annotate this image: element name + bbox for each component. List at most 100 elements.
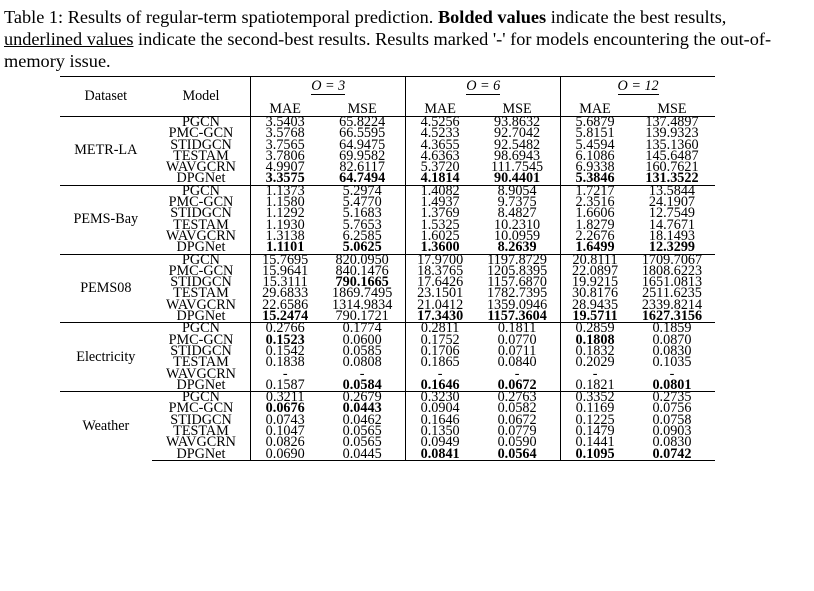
metric-value: 0.0742 [652, 445, 692, 462]
model-name: PGCN [151, 321, 251, 335]
metric-value: 65.8224 [339, 114, 386, 130]
model-name: WAVGCRN [166, 365, 236, 382]
model-name: TESTAM [173, 285, 229, 302]
metric-value: 4.5233 [420, 125, 460, 142]
metric-value: 6.9338 [575, 159, 615, 176]
model-name: PGCN [151, 184, 251, 198]
table-row: WAVGCRN 22.6586 1314.9834 21.0412 1359.0946 2… [60, 296, 715, 313]
metric-value: 14.7671 [648, 216, 696, 233]
metric-value: 4.6363 [420, 147, 460, 164]
metric-value: 1205.8395 [486, 262, 548, 279]
model-name: DPGNet [176, 239, 226, 256]
metric-value: 0.1646 [420, 376, 460, 393]
metric-value: 15.3111 [262, 274, 308, 291]
metric-value: 0.0904 [420, 400, 460, 417]
table-row: Electricity PGCN 0.2766 0.1774 0.2811 0.1811 0… [60, 320, 715, 392]
model-name: STIDGCN [170, 274, 232, 291]
metric-value: 18.1493 [648, 227, 696, 244]
metric-value: 0.0743 [265, 411, 305, 428]
metric-value: 19.9215 [572, 274, 619, 291]
header-group-o6: O = 6 [466, 78, 501, 96]
metric-value: 1197.8729 [487, 251, 547, 268]
metric-value: 15.2474 [262, 308, 309, 325]
metric-value: - [437, 365, 443, 382]
metric-value: 1709.7067 [641, 251, 703, 268]
metric-value: 0.1752 [420, 331, 460, 348]
model-name: DPGNet [176, 170, 226, 187]
metric-value: 0.0711 [497, 342, 537, 359]
metric-value: 29.6833 [262, 285, 309, 302]
metric-value: 24.1907 [648, 194, 696, 211]
metric-value: 6.1086 [575, 147, 615, 164]
metric-value: 0.0676 [265, 400, 305, 417]
metric-value: 0.3211 [265, 389, 305, 406]
dataset-name: PEMS-Bay [60, 184, 152, 255]
table-row: DPGNet 1.1101 5.0625 1.3600 8.2639 1.6499 12.3… [60, 239, 715, 256]
model-name: PMC-GCN [168, 125, 234, 142]
metric-value: 111.7545 [491, 159, 544, 176]
header-metric: MAE [250, 97, 320, 117]
metric-value: 2.2676 [575, 227, 615, 244]
model-name: WAVGCRN [166, 227, 236, 244]
metric-value: 1651.0813 [641, 274, 703, 291]
table-row: WAVGCRN 4.9907 82.6117 5.3720 111.7545 6.9338… [60, 159, 715, 176]
metric-value: 820.0950 [335, 251, 389, 268]
metric-value: 0.1587 [265, 376, 305, 393]
metric-value: 0.0584 [342, 376, 382, 393]
metric-value: 5.7653 [342, 216, 382, 233]
metric-value: 135.1360 [645, 136, 699, 153]
caption-bold: Bolded values [437, 7, 547, 27]
metric-value: 0.0826 [265, 434, 305, 451]
metric-value: 13.5844 [648, 182, 696, 199]
metric-value: 0.1035 [652, 354, 692, 371]
metric-value: 6.2585 [342, 227, 382, 244]
metric-value: 0.1646 [420, 411, 460, 428]
metric-value: 0.1838 [265, 354, 305, 371]
metric-value: 0.0690 [265, 445, 305, 462]
caption-text-1: Results of regular-term spatiotemporal p… [63, 7, 438, 27]
metric-value: 0.1095 [575, 445, 615, 462]
metric-value: 0.1774 [342, 320, 382, 337]
header-metric: MSE [502, 100, 532, 117]
model-name: PGCN [151, 253, 251, 267]
metric-value: 1.3600 [420, 239, 460, 256]
metric-value: 5.6879 [575, 114, 615, 130]
metric-value: 12.3299 [648, 239, 696, 256]
metric-value: 90.4401 [494, 170, 541, 187]
metric-value: 10.2310 [494, 216, 541, 233]
metric-value: 2339.8214 [641, 296, 703, 313]
metric-value: 18.3765 [417, 262, 464, 279]
table-caption: Table 1: Results of regular-term spatiot… [4, 6, 804, 72]
metric-value: 66.5595 [339, 125, 386, 142]
metric-value: - [514, 365, 520, 382]
metric-value: 1.1373 [265, 182, 305, 199]
header-model: Model [151, 76, 251, 117]
metric-value: 1.1580 [265, 194, 305, 211]
metric-value: 28.9435 [572, 296, 619, 313]
metric-value: 8.4827 [497, 205, 537, 222]
header-metric: MSE [347, 100, 377, 117]
metric-value: 0.0445 [342, 445, 382, 462]
header-metric: MAE [560, 97, 629, 117]
table-row: TESTAM 29.6833 1869.7495 23.1501 1782.7395 30… [60, 285, 715, 302]
metric-value: 9.7375 [497, 194, 537, 211]
table-row: STIDGCN 0.1542 0.0585 0.1706 0.0711 0.1832 0.0… [60, 342, 715, 359]
metric-value: 0.0801 [652, 376, 692, 393]
model-name: DPGNet [176, 376, 226, 393]
metric-value: 1.1930 [265, 216, 305, 233]
metric-value: 0.0830 [652, 434, 692, 451]
metric-value: 69.9582 [339, 147, 386, 164]
metric-value: 5.3846 [575, 170, 615, 187]
metric-value: 0.1811 [497, 320, 537, 337]
metric-value: - [592, 365, 598, 382]
metric-value: 5.4594 [575, 136, 615, 153]
model-name: STIDGCN [170, 411, 232, 428]
metric-value: 0.1523 [265, 331, 305, 348]
metric-value: 1359.0946 [486, 296, 548, 313]
metric-value: 22.0897 [572, 262, 619, 279]
metric-value: 1314.9834 [332, 296, 393, 313]
metric-value: 64.7494 [339, 170, 386, 187]
metric-value: 790.1665 [335, 274, 389, 291]
table-row: PMC-GCN 1.1580 5.4770 1.4937 9.7375 2.3516 24.… [60, 194, 715, 211]
metric-value: 17.6426 [417, 274, 464, 291]
